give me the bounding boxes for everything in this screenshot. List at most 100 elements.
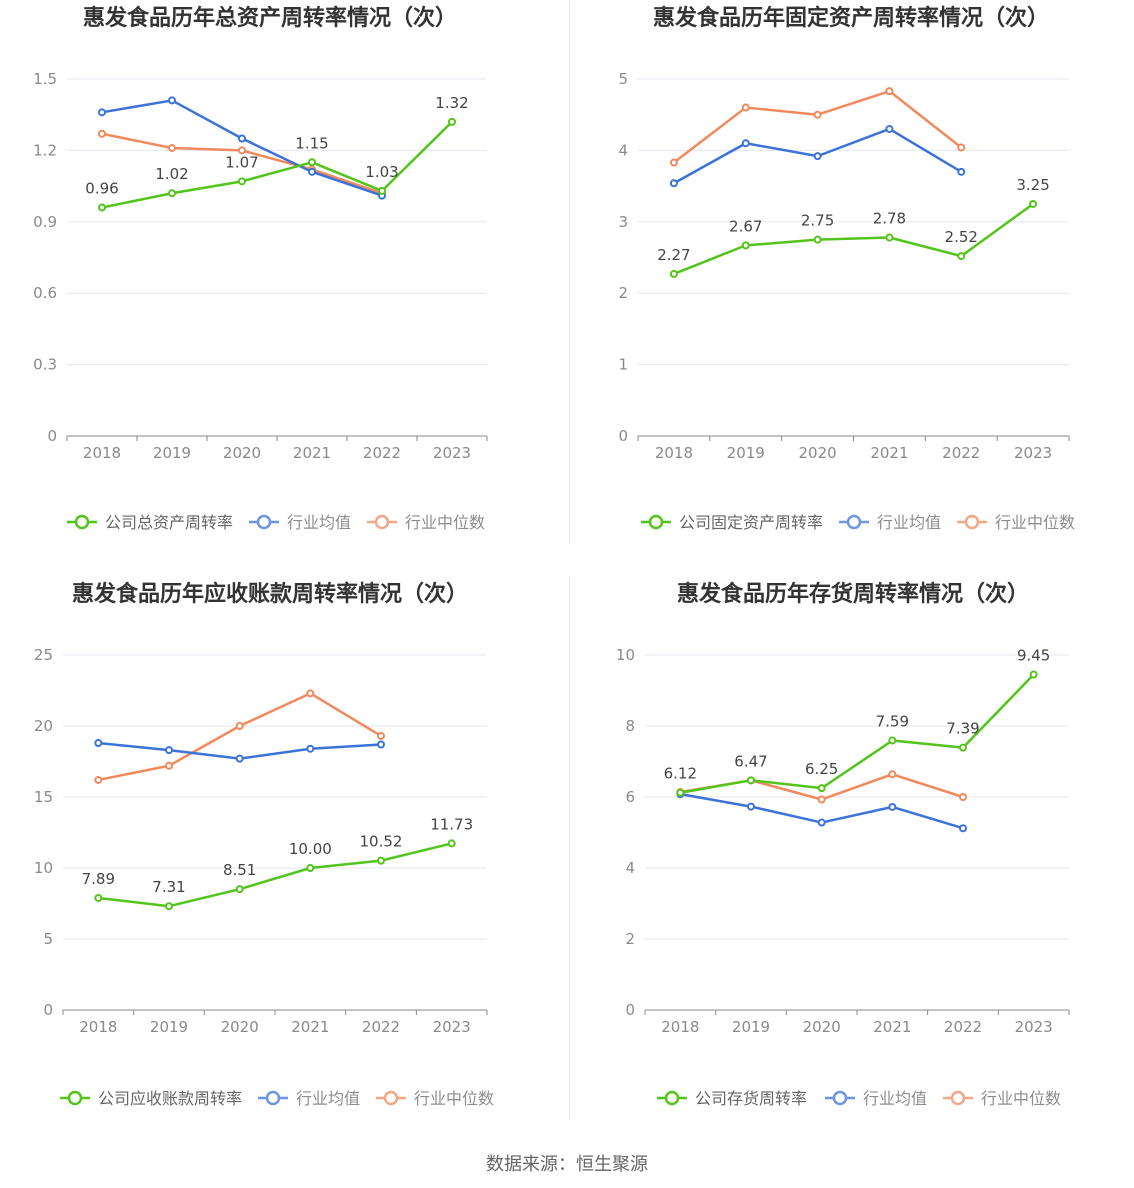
data-point-industry_median [165, 761, 173, 770]
data-point-industry_median [959, 793, 967, 801]
chart-svg: 惠发食品历年固定资产周转率情况（次） 0 1 2 3 4 5 2018 2019 2020 2021… [618, 5, 1075, 532]
x-tick-label: 2021 [870, 444, 908, 462]
data-point-industry_median [888, 770, 897, 779]
x-tick-label: 2021 [873, 1018, 911, 1036]
data-label: 1.15 [295, 134, 328, 152]
data-point-industry_avg [669, 179, 678, 188]
data-point-industry_avg [817, 818, 826, 827]
legend-swatch-marker [950, 1090, 966, 1106]
chart-panel-receivables-turnover: 惠发食品历年应收账款周转率情况（次） 0 5 10 15 20 25 2018 2019 2020… [0, 576, 567, 1136]
legend-swatch-marker [256, 514, 272, 530]
data-point-industry_median [741, 103, 750, 112]
y-tick-label: 2 [625, 930, 635, 948]
data-label: 10.52 [360, 833, 403, 851]
legend-swatch-marker [383, 1090, 399, 1106]
legend-item-company: 公司固定资产周转率 [641, 513, 823, 532]
legend-swatch-marker [74, 514, 90, 530]
legend-label: 行业中位数 [405, 513, 485, 532]
data-point-company [306, 864, 315, 872]
data-point-industry_avg [377, 740, 385, 749]
data-point-industry_avg [98, 108, 106, 117]
data-point-company [885, 233, 894, 242]
data-point-industry_median [168, 144, 176, 153]
data-point-company [238, 177, 246, 186]
data-point-industry_avg [168, 96, 176, 105]
data-point-company [168, 189, 176, 198]
legend-label: 行业中位数 [995, 513, 1075, 532]
chart-svg: 惠发食品历年总资产周转率情况（次） 0 0.3 0.6 0.9 1.2 1.5 2018 201… [33, 5, 488, 532]
legend-item-company: 公司总资产周转率 [67, 513, 233, 532]
data-label: 2.67 [729, 217, 762, 235]
chart-svg: 惠发食品历年应收账款周转率情况（次） 0 5 10 15 20 25 2018 2019 2020… [34, 581, 494, 1108]
data-label: 7.31 [152, 878, 185, 896]
data-point-company [98, 203, 106, 212]
y-tick-label: 1.2 [33, 141, 57, 159]
data-point-company [959, 743, 967, 752]
legend-label: 行业中位数 [981, 1089, 1061, 1108]
chart-title: 惠发食品历年存货周转率情况（次） [677, 581, 1029, 607]
y-tick-label: 5 [618, 70, 628, 88]
data-point-company [377, 856, 385, 865]
data-label: 7.89 [82, 870, 115, 888]
data-point-company [448, 117, 456, 126]
data-label: 7.59 [876, 713, 909, 731]
data-label: 2.75 [801, 212, 834, 230]
y-tick-label: 10 [34, 859, 53, 877]
data-point-company [1029, 199, 1038, 208]
data-point-company [817, 784, 826, 793]
legend-swatch-marker [374, 514, 390, 530]
data-point-industry_median [98, 129, 106, 138]
legend-label: 行业中位数 [414, 1089, 494, 1108]
data-label: 6.12 [664, 765, 697, 783]
data-label: 2.52 [945, 228, 978, 246]
y-tick-label: 6 [625, 788, 635, 806]
x-tick-label: 2020 [798, 444, 836, 462]
data-point-industry_median [94, 775, 103, 784]
legend-swatch-marker [832, 1090, 848, 1106]
legend-swatch-marker [648, 514, 664, 530]
x-tick-label: 2019 [150, 1018, 188, 1036]
x-tick-label: 2023 [1015, 1018, 1053, 1036]
legend-item-industry_avg: 行业均值 [258, 1089, 360, 1108]
y-tick-label: 0.6 [33, 284, 57, 302]
legend-item-industry_median: 行业中位数 [943, 1089, 1061, 1108]
y-tick-label: 4 [625, 859, 635, 877]
legend-swatch-marker [964, 514, 980, 530]
data-point-company [669, 269, 678, 278]
data-point-company [308, 158, 316, 167]
chart-panel-fixed-asset-turnover: 惠发食品历年固定资产周转率情况（次） 0 1 2 3 4 5 2018 2019 2020 2021… [571, 0, 1134, 560]
y-tick-label: 20 [34, 717, 53, 735]
vertical-divider-top [569, 0, 570, 545]
x-tick-label: 2018 [655, 444, 693, 462]
x-tick-label: 2022 [362, 1018, 400, 1036]
data-point-company [447, 839, 456, 848]
y-tick-label: 15 [34, 788, 53, 806]
series-line-company [680, 673, 1035, 794]
y-tick-label: 3 [618, 213, 628, 231]
legend-label: 公司存货周转率 [695, 1089, 807, 1108]
data-point-company [741, 241, 750, 250]
data-point-industry_avg [957, 167, 966, 176]
data-label: 3.25 [1016, 176, 1049, 194]
x-tick-label: 2022 [363, 444, 401, 462]
y-tick-label: 0 [625, 1001, 635, 1019]
data-label: 1.32 [435, 94, 468, 112]
data-point-company [378, 186, 386, 195]
y-tick-label: 1.5 [33, 70, 57, 88]
x-tick-label: 2019 [153, 444, 191, 462]
x-tick-label: 2020 [221, 1018, 259, 1036]
legend-label: 行业均值 [877, 513, 941, 532]
legend-label: 行业均值 [863, 1089, 927, 1108]
chart-title: 惠发食品历年总资产周转率情况（次） [83, 5, 457, 31]
legend-swatch-marker [265, 1090, 281, 1106]
data-point-industry_avg [741, 139, 750, 148]
chart-title: 惠发食品历年固定资产周转率情况（次） [653, 5, 1049, 31]
data-point-industry_avg [165, 746, 173, 755]
x-tick-label: 2018 [79, 1018, 117, 1036]
x-tick-label: 2019 [732, 1018, 770, 1036]
legend-item-industry_median: 行业中位数 [957, 513, 1075, 532]
legend-swatch-marker [67, 1090, 83, 1106]
data-point-industry_avg [888, 802, 897, 811]
data-point-industry_median [813, 110, 822, 119]
data-label: 1.07 [225, 153, 258, 171]
